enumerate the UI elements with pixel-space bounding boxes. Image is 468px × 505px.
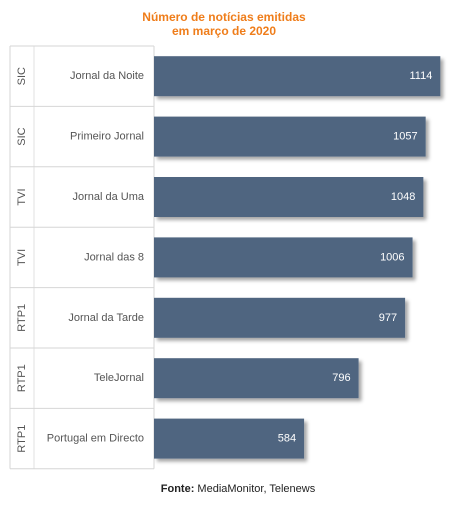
category-label: Primeiro Jornal (70, 131, 144, 143)
bar (154, 418, 305, 459)
category-label: Jornal da Uma (72, 191, 144, 203)
source-prefix: Fonte: (161, 483, 195, 495)
category-label: TeleJornal (94, 372, 144, 384)
value-label: 1048 (391, 191, 415, 203)
group-label: TVI (16, 249, 28, 266)
bar (154, 297, 406, 338)
source-text: MediaMonitor, Telenews (194, 483, 315, 495)
value-label: 1057 (393, 131, 417, 143)
group-label: RTP1 (16, 304, 28, 332)
group-label: SIC (16, 127, 28, 145)
bar (154, 56, 441, 97)
bars: 1114 1057 1048 1006 977 796 584 (154, 56, 441, 459)
category-rows: SIC Jornal da Noite SIC Primeiro Jornal TVI J… (9, 45, 155, 470)
value-label: 584 (278, 433, 296, 445)
category-label: Portugal em Directo (47, 433, 144, 445)
group-label: RTP1 (16, 364, 28, 392)
category-label: Jornal das 8 (84, 251, 144, 263)
source-note: Fonte: MediaMonitor, Telenews (161, 483, 316, 495)
bar (154, 116, 426, 157)
value-label: 1114 (409, 70, 432, 82)
category-label: Jornal da Noite (70, 70, 144, 82)
chart-title-line-1: Número de notícias emitidas (142, 10, 306, 24)
bar (154, 177, 424, 217)
value-label: 977 (379, 312, 397, 324)
value-label: 1006 (380, 251, 404, 263)
bar (154, 237, 413, 278)
chart-title-line-2: em março de 2020 (172, 24, 276, 38)
bar (154, 358, 359, 399)
category-label: Jornal da Tarde (68, 312, 144, 324)
group-label: SIC (16, 67, 28, 85)
value-label: 796 (332, 372, 350, 384)
group-label: TVI (16, 188, 28, 205)
group-label: RTP1 (16, 425, 28, 453)
